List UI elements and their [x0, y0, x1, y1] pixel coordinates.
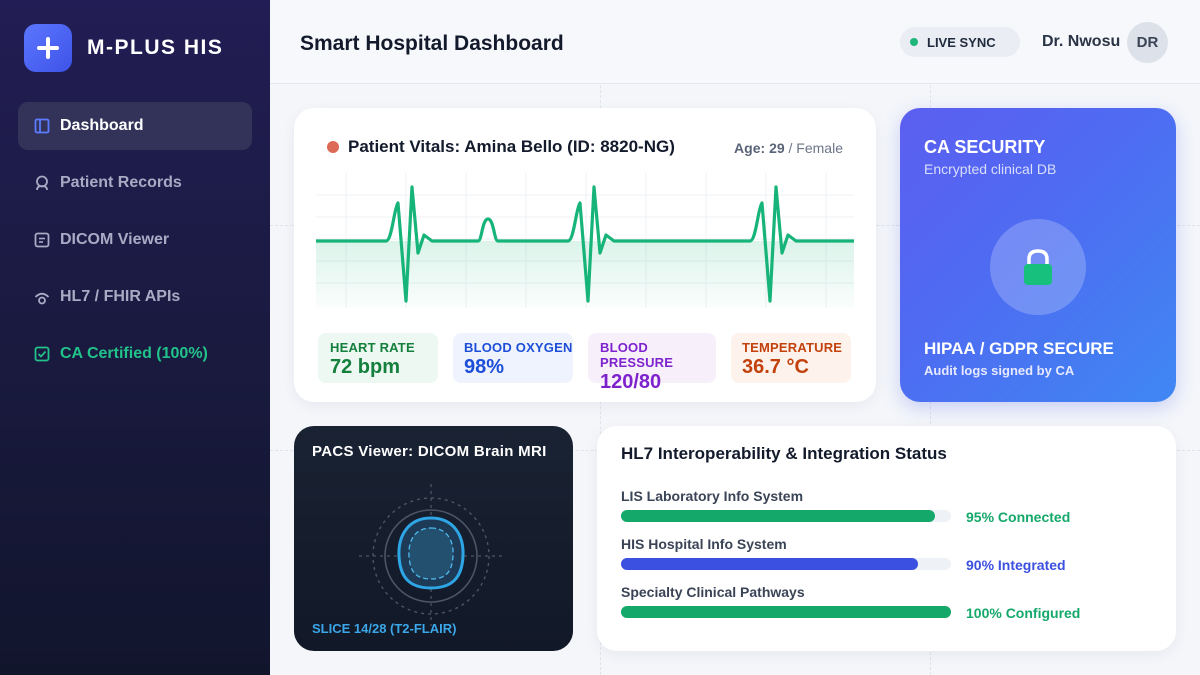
document-icon [33, 231, 51, 249]
sidebar-item-label: HL7 / FHIR APIs [60, 288, 181, 305]
age-label: Age: [734, 140, 766, 156]
integration-label: HIS Hospital Info System [621, 536, 787, 552]
hl7-title: HL7 Interoperability & Integration Statu… [621, 444, 947, 463]
ca-security-card: CA SECURITY Encrypted clinical DB HIPAA … [900, 108, 1176, 402]
pacs-title: PACS Viewer: DICOM Brain MRI [312, 443, 547, 460]
sidebar-item-hl7-fhir-apis[interactable]: HL7 / FHIR APIs [18, 273, 252, 321]
blood-pressure-tile[interactable]: BLOOD PRESSURE 120/80 [588, 333, 716, 393]
tile-value: 36.7 °C [742, 356, 809, 378]
lock-icon [1024, 249, 1052, 285]
slice-indicator: SLICE 14/28 (T2-FLAIR) [312, 621, 457, 636]
integration-status: 90% Integrated [966, 557, 1066, 573]
page-title: Smart Hospital Dashboard [300, 32, 564, 55]
live-sync-label: LIVE SYNC [927, 34, 996, 50]
sidebar-item-dicom-viewer[interactable]: DICOM Viewer [18, 216, 252, 264]
status-dot-icon [327, 141, 339, 153]
tile-label: BLOOD OXYGEN [464, 340, 573, 355]
age-value: 29 [769, 140, 785, 156]
patient-sex: / Female [788, 140, 843, 156]
blood-oxygen-tile[interactable]: BLOOD OXYGEN 98% [453, 333, 573, 383]
integration-row: LIS Laboratory Info System 95% Connected [621, 488, 1151, 528]
compliance-badge: HIPAA / GDPR SECURE [924, 339, 1114, 358]
lock-badge [990, 219, 1086, 315]
sidebar: M-PLUS HIS Dashboard Patient Records [0, 0, 270, 675]
progress-fill [621, 558, 918, 570]
tile-value: 98% [464, 356, 505, 378]
heart-rate-tile[interactable]: HEART RATE 72 bpm [318, 333, 438, 383]
progress-fill [621, 606, 951, 618]
progress-track [621, 558, 951, 570]
integration-label: LIS Laboratory Info System [621, 488, 804, 504]
sidebar-item-label: Patient Records [60, 174, 182, 191]
integration-row: Specialty Clinical Pathways 100% Configu… [621, 584, 1151, 624]
security-title: CA SECURITY [924, 137, 1046, 157]
brand-name: M-PLUS HIS [87, 36, 224, 59]
patient-vitals-card: Patient Vitals: Amina Bello (ID: 8820-NG… [294, 108, 876, 402]
tile-value: 120/80 [600, 371, 662, 393]
pacs-viewer-card[interactable]: PACS Viewer: DICOM Brain MRI SLICE 14/28… [294, 426, 573, 651]
integration-row: HIS Hospital Info System 90% Integrated [621, 536, 1151, 576]
tile-label: HEART RATE [330, 340, 415, 355]
brand[interactable]: M-PLUS HIS [24, 24, 223, 72]
sidebar-item-label: CA Certified (100%) [60, 345, 208, 362]
signal-icon [33, 288, 51, 306]
sidebar-item-patient-records[interactable]: Patient Records [18, 159, 252, 207]
security-subtitle: Encrypted clinical DB [924, 161, 1057, 177]
tile-label: TEMPERATURE [742, 340, 843, 355]
check-square-icon [33, 345, 51, 363]
integration-status: 100% Configured [966, 605, 1081, 621]
temperature-tile[interactable]: TEMPERATURE 36.7 °C [731, 333, 851, 383]
top-bar: Smart Hospital Dashboard LIVE SYNC Dr. N… [270, 0, 1200, 84]
integration-status: 95% Connected [966, 509, 1071, 525]
tile-label: BLOOD PRESSURE [600, 340, 674, 370]
sidebar-item-ca-certified[interactable]: CA Certified (100%) [18, 330, 252, 378]
sidebar-item-label: Dashboard [60, 117, 144, 134]
user-icon [33, 174, 51, 192]
live-sync-badge[interactable]: LIVE SYNC [900, 27, 1020, 57]
sidebar-panel-icon [33, 117, 51, 135]
ecg-waveform [316, 173, 854, 308]
tile-value: 72 bpm [330, 356, 401, 378]
ecg-trace [316, 185, 854, 303]
sidebar-item-label: DICOM Viewer [60, 231, 170, 248]
plus-logo-icon [24, 24, 72, 72]
progress-fill [621, 510, 935, 522]
integration-label: Specialty Clinical Pathways [621, 584, 805, 600]
hl7-status-card: HL7 Interoperability & Integration Statu… [597, 426, 1176, 651]
user-name[interactable]: Dr. Nwosu [1042, 33, 1121, 50]
progress-track [621, 606, 951, 618]
status-dot-icon [910, 38, 918, 46]
vitals-title: Patient Vitals: Amina Bello (ID: 8820-NG… [348, 137, 675, 156]
patient-age: Age: 29 / Female [734, 140, 843, 156]
audit-note: Audit logs signed by CA [924, 363, 1075, 378]
brain-mri-image[interactable] [356, 476, 506, 626]
progress-track [621, 510, 951, 522]
avatar[interactable]: DR [1127, 22, 1168, 63]
sidebar-item-dashboard[interactable]: Dashboard [18, 102, 252, 150]
